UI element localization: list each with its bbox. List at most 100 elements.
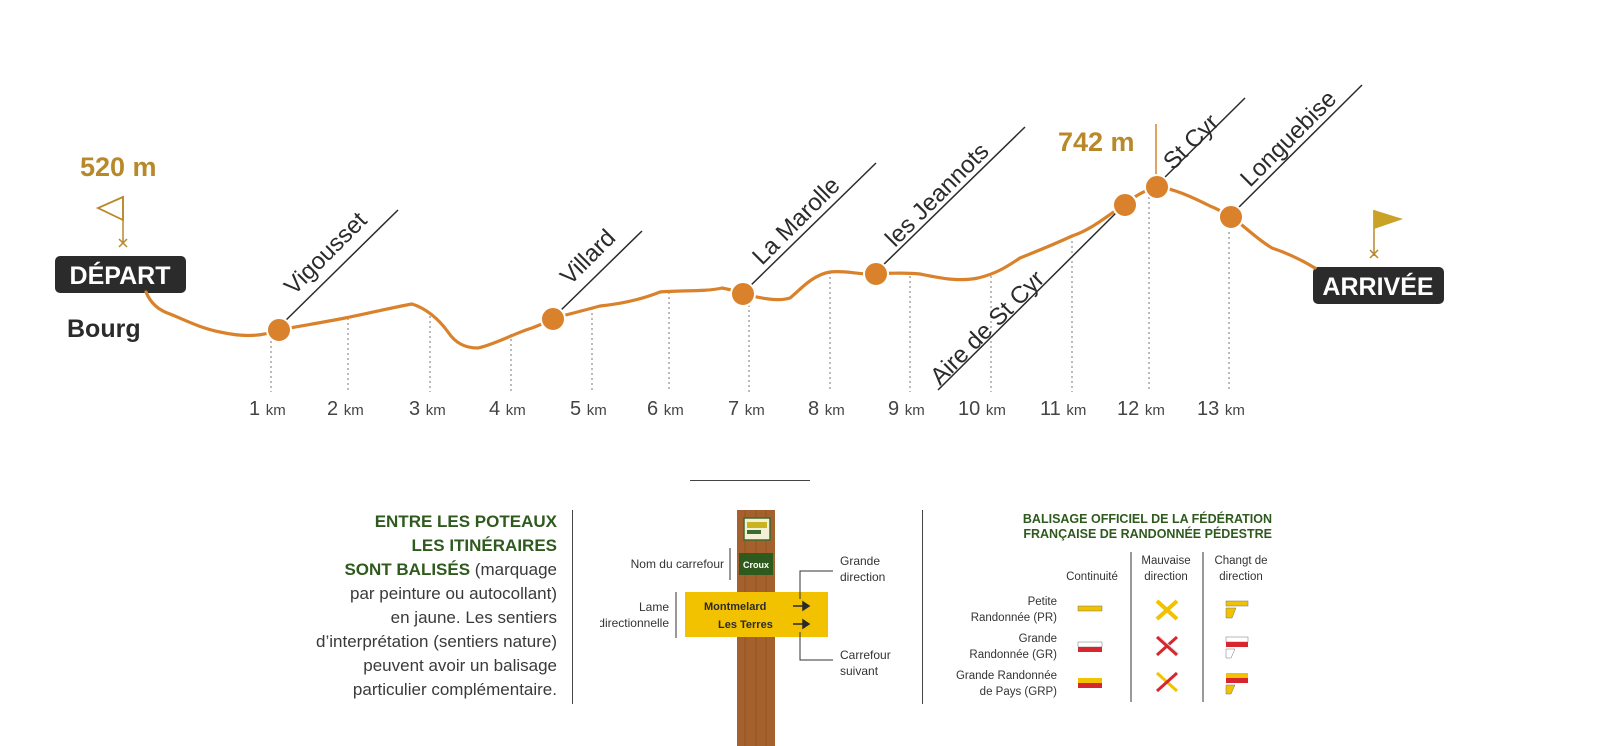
place-label-les-jeannots: les Jeannots xyxy=(880,138,994,252)
grande-direction-leader xyxy=(799,570,833,599)
col-header-change-2: direction xyxy=(1219,571,1262,583)
waypoint-st-cyr xyxy=(1144,174,1170,200)
arrival-flag-icon xyxy=(1369,210,1403,259)
annotation-grande-1: Grande xyxy=(840,554,880,568)
waypoints xyxy=(266,174,1244,343)
section-divider xyxy=(690,480,810,481)
col-header-change-1: Changt de xyxy=(1214,555,1267,567)
blade-destination-1: Montmelard xyxy=(704,601,766,613)
depart-label: DÉPART xyxy=(70,261,171,290)
elevation-profile: 520 m 742 m DÉPART ARRIVÉE Bourg xyxy=(55,84,1444,420)
start-place-label: Bourg xyxy=(67,315,141,343)
annotation-carrefour-2: suivant xyxy=(840,664,879,678)
legend-line-5: en jaune. Les sentiers xyxy=(390,608,557,627)
waypoint-la-marolle xyxy=(730,281,756,307)
blade-arrow-2-icon xyxy=(793,618,811,630)
leader-aire-de-st-cyr xyxy=(937,202,1127,391)
annotation-nom-carrefour: Nom du carrefour xyxy=(631,557,724,571)
legend-separator-1 xyxy=(572,510,573,704)
waypoint-les-jeannots xyxy=(863,261,889,287)
junction-name-text: Croux xyxy=(743,560,769,570)
grp-wrong-direction-icon xyxy=(1155,671,1179,693)
row-label-grp-1: Grande Randonnée xyxy=(956,670,1057,682)
grp-change-direction-icon xyxy=(1225,673,1248,695)
blade-destination-2: Les Terres xyxy=(718,619,773,631)
annotation-lame-1: Lame xyxy=(639,600,669,614)
max-altitude-label: 742 m xyxy=(1058,127,1135,157)
place-labels: Vigousset Villard La Marolle les Jeannot… xyxy=(279,85,1342,390)
start-flag-icon xyxy=(95,195,128,248)
km-label-7: 7 km xyxy=(728,398,765,420)
place-label-la-marolle: La Marolle xyxy=(747,172,845,270)
col-header-mauvaise-1: Mauvaise xyxy=(1141,555,1190,567)
start-altitude-label: 520 m xyxy=(80,152,157,182)
km-label-9: 9 km xyxy=(888,398,925,420)
waypoint-longuebise xyxy=(1218,204,1244,230)
row-label-gr-2: Randonnée (GR) xyxy=(969,649,1057,661)
direction-blade xyxy=(685,592,828,637)
km-label-3: 3 km xyxy=(409,398,446,420)
place-leaders xyxy=(279,84,1363,391)
pr-wrong-direction-icon xyxy=(1155,599,1179,621)
waypoint-villard xyxy=(540,306,566,332)
km-label-11: 11 km xyxy=(1040,398,1086,420)
row-label-pr-1: Petite xyxy=(1028,596,1057,608)
km-label-5: 5 km xyxy=(570,398,607,420)
balisage-title-2: FRANÇAISE DE RANDONNÉE PÉDESTRE xyxy=(1023,526,1272,541)
legend-text-block: ENTRE LES POTEAUX LES ITINÉRAIRES SONT B… xyxy=(235,510,557,702)
leader-vigousset xyxy=(279,209,399,327)
legend-line-4: par peinture ou autocollant) xyxy=(350,584,557,603)
col-header-continuite: Continuité xyxy=(1066,571,1118,583)
place-label-villard: Villard xyxy=(555,224,621,290)
waypoint-aire-de-st-cyr xyxy=(1112,192,1138,218)
pr-change-direction-icon xyxy=(1225,600,1249,619)
row-label-gr-1: Grande xyxy=(1019,633,1057,645)
place-label-aire-de-st-cyr: Aire de St Cyr xyxy=(925,266,1050,391)
balisage-title-1: BALISAGE OFFICIEL DE LA FÉDÉRATION xyxy=(1023,511,1272,526)
leader-la-marolle xyxy=(745,162,877,291)
blade-arrow-1-icon xyxy=(793,600,811,612)
leader-longuebise xyxy=(1232,84,1363,214)
arrivee-label: ARRIVÉE xyxy=(1322,272,1433,301)
arrivee-badge: ARRIVÉE xyxy=(1313,267,1444,304)
legend-line-8: particulier complémentaire. xyxy=(352,680,557,699)
carrefour-suivant-leader xyxy=(799,632,833,661)
km-label-12: 12 km xyxy=(1117,398,1165,420)
balisage-legend: BALISAGE OFFICIEL DE LA FÉDÉRATION FRANÇ… xyxy=(956,511,1272,702)
row-label-grp-2: de Pays (GRP) xyxy=(980,686,1057,698)
waypoint-vigousset xyxy=(266,317,292,343)
km-label-6: 6 km xyxy=(647,398,684,420)
legend-line-3: SONT BALISÉS (marquage xyxy=(344,560,557,579)
km-label-8: 8 km xyxy=(808,398,845,420)
legend-separator-2 xyxy=(922,510,923,704)
leader-villard xyxy=(555,230,643,316)
km-label-4: 4 km xyxy=(489,398,526,420)
place-label-st-cyr: St Cyr xyxy=(1158,109,1224,175)
legend-heading-1: ENTRE LES POTEAUX xyxy=(374,512,557,531)
km-labels: 1 km 2 km 3 km 4 km 5 km 6 km 7 km 8 km … xyxy=(249,398,1245,420)
depart-badge: DÉPART xyxy=(55,256,186,293)
annotation-carrefour-1: Carrefour xyxy=(840,648,891,662)
annotation-grande-2: direction xyxy=(840,570,885,584)
signpost-diagram: Croux Montmelard Les Terres Nom du carre… xyxy=(600,510,891,746)
leader-st-cyr xyxy=(1158,97,1246,184)
post-logo-icon xyxy=(743,517,771,541)
leader-les-jeannots xyxy=(877,126,1026,271)
gr-continuity-mark xyxy=(1077,641,1103,652)
km-label-2: 2 km xyxy=(327,398,364,420)
junction-name-plate xyxy=(739,553,773,575)
km-guides xyxy=(270,192,1230,392)
legend-heading-2: LES ITINÉRAIRES xyxy=(411,536,557,555)
place-label-vigousset: Vigousset xyxy=(279,207,373,301)
row-label-pr-2: Randonnée (PR) xyxy=(971,612,1057,624)
legend-line-7: peuvent avoir un balisage xyxy=(363,656,557,675)
place-label-longuebise: Longuebise xyxy=(1235,85,1342,192)
grp-continuity-mark xyxy=(1078,678,1102,688)
km-label-10: 10 km xyxy=(958,398,1006,420)
gr-wrong-direction-icon xyxy=(1155,635,1180,657)
pr-continuity-mark xyxy=(1077,605,1103,612)
col-header-mauvaise-2: direction xyxy=(1144,571,1187,583)
legend-line-6: d’interprétation (sentiers nature) xyxy=(316,632,557,651)
annotation-lame-2: directionnelle xyxy=(600,616,669,630)
km-label-1: 1 km xyxy=(249,398,286,420)
